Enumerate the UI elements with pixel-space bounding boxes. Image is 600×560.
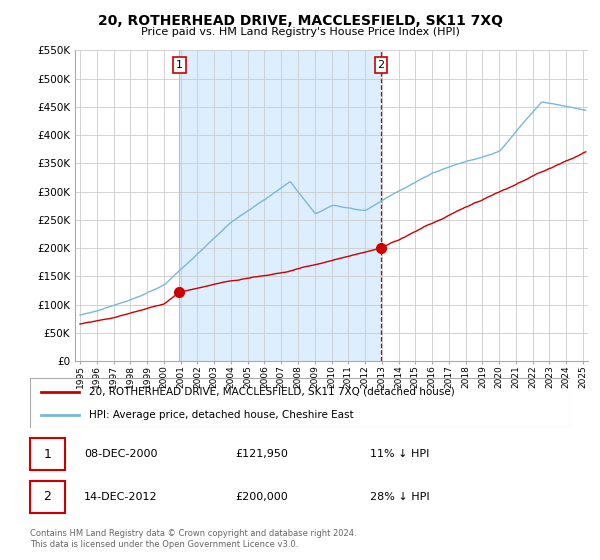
Text: £200,000: £200,000 xyxy=(235,492,288,502)
FancyBboxPatch shape xyxy=(30,438,65,470)
Text: 11% ↓ HPI: 11% ↓ HPI xyxy=(370,449,430,459)
Text: Contains HM Land Registry data © Crown copyright and database right 2024.
This d: Contains HM Land Registry data © Crown c… xyxy=(30,529,356,549)
Text: 28% ↓ HPI: 28% ↓ HPI xyxy=(370,492,430,502)
Text: 1: 1 xyxy=(176,60,183,70)
Text: 14-DEC-2012: 14-DEC-2012 xyxy=(84,492,158,502)
Text: 08-DEC-2000: 08-DEC-2000 xyxy=(84,449,157,459)
Text: 20, ROTHERHEAD DRIVE, MACCLESFIELD, SK11 7XQ (detached house): 20, ROTHERHEAD DRIVE, MACCLESFIELD, SK11… xyxy=(89,386,455,396)
Text: £121,950: £121,950 xyxy=(235,449,288,459)
Text: 2: 2 xyxy=(44,491,52,503)
Text: Price paid vs. HM Land Registry's House Price Index (HPI): Price paid vs. HM Land Registry's House … xyxy=(140,27,460,37)
Text: 2: 2 xyxy=(377,60,385,70)
Bar xyxy=(179,50,381,361)
Text: 1: 1 xyxy=(44,448,52,461)
Text: HPI: Average price, detached house, Cheshire East: HPI: Average price, detached house, Ches… xyxy=(89,410,354,420)
Text: 20, ROTHERHEAD DRIVE, MACCLESFIELD, SK11 7XQ: 20, ROTHERHEAD DRIVE, MACCLESFIELD, SK11… xyxy=(97,14,503,28)
FancyBboxPatch shape xyxy=(30,480,65,513)
